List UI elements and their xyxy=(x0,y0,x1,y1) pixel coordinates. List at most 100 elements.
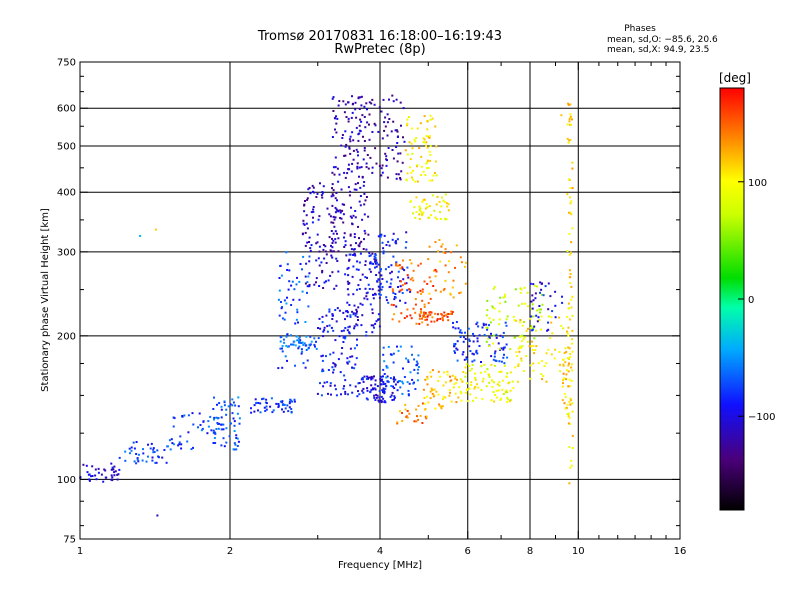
data-point xyxy=(393,398,395,401)
data-point xyxy=(484,370,487,373)
data-point xyxy=(368,268,371,271)
data-point xyxy=(410,262,413,265)
data-point xyxy=(135,441,138,443)
data-point xyxy=(406,153,409,156)
data-point xyxy=(380,375,383,378)
data-point xyxy=(492,287,495,290)
data-point xyxy=(530,345,533,348)
data-point xyxy=(282,410,285,413)
data-point xyxy=(391,238,394,241)
data-point xyxy=(416,291,419,294)
data-point xyxy=(232,401,235,404)
data-point xyxy=(332,189,335,192)
data-point xyxy=(236,445,239,447)
data-point xyxy=(345,143,348,146)
data-point xyxy=(361,314,364,317)
x-tick-label: 4 xyxy=(377,546,383,557)
data-point xyxy=(322,370,325,372)
data-point xyxy=(343,335,346,338)
data-point xyxy=(312,206,315,208)
data-point xyxy=(277,298,280,301)
data-point xyxy=(421,291,424,293)
data-point xyxy=(308,285,311,288)
data-point xyxy=(423,311,425,314)
data-point xyxy=(391,149,394,151)
data-point xyxy=(417,404,420,407)
data-point xyxy=(152,448,155,451)
data-point xyxy=(303,203,306,206)
data-point xyxy=(334,309,337,311)
data-point xyxy=(382,98,385,101)
data-point xyxy=(286,296,288,299)
data-point xyxy=(310,340,313,343)
data-point xyxy=(304,231,307,234)
data-point xyxy=(298,341,300,344)
data-point xyxy=(357,225,359,228)
data-point xyxy=(356,150,359,153)
data-point xyxy=(492,391,495,393)
data-point xyxy=(325,262,328,264)
data-point xyxy=(462,340,465,343)
data-point xyxy=(568,417,571,419)
data-point xyxy=(347,393,349,396)
data-point xyxy=(455,347,458,350)
data-point xyxy=(265,398,268,401)
data-point xyxy=(391,318,394,321)
data-point xyxy=(361,303,364,306)
data-point xyxy=(329,249,332,252)
data-point xyxy=(290,284,293,287)
data-point xyxy=(424,174,427,176)
data-point xyxy=(569,103,572,106)
data-point xyxy=(326,207,329,210)
data-point xyxy=(456,348,459,351)
data-point xyxy=(567,302,570,305)
data-point xyxy=(321,192,324,195)
data-point xyxy=(370,324,373,327)
data-point xyxy=(532,362,535,365)
data-point xyxy=(359,302,362,305)
data-point xyxy=(347,293,350,296)
data-point xyxy=(428,292,431,295)
data-point xyxy=(404,246,407,249)
data-point xyxy=(532,283,535,286)
data-point xyxy=(335,122,338,125)
data-point xyxy=(223,445,226,448)
data-point xyxy=(496,383,499,386)
data-point xyxy=(371,171,374,174)
data-point xyxy=(512,315,515,318)
data-point xyxy=(436,318,439,320)
data-point xyxy=(478,334,481,337)
data-point xyxy=(411,276,414,279)
data-point xyxy=(378,106,381,109)
colorbar-tick-label: −100 xyxy=(748,412,775,423)
data-point xyxy=(291,280,294,283)
data-point xyxy=(459,336,462,338)
data-point xyxy=(362,135,364,138)
data-point xyxy=(91,475,94,477)
data-point xyxy=(570,241,573,244)
data-point xyxy=(410,345,413,348)
data-point xyxy=(424,378,427,381)
data-point xyxy=(257,402,260,404)
data-point xyxy=(409,371,412,374)
data-point xyxy=(359,186,362,189)
data-point xyxy=(419,310,422,313)
data-point xyxy=(451,311,454,313)
data-point xyxy=(334,211,337,214)
data-point xyxy=(404,301,407,304)
data-point xyxy=(532,327,535,330)
data-point xyxy=(331,318,334,320)
data-point xyxy=(368,252,371,255)
data-point xyxy=(446,205,449,208)
data-point xyxy=(351,131,354,134)
data-point xyxy=(497,389,500,392)
data-point xyxy=(214,432,217,435)
data-point xyxy=(420,292,423,295)
data-point xyxy=(278,277,281,279)
data-point xyxy=(414,388,417,390)
data-point xyxy=(358,288,361,290)
data-point xyxy=(235,434,238,437)
data-point xyxy=(414,303,417,306)
data-point xyxy=(408,382,411,385)
data-point xyxy=(397,152,400,155)
